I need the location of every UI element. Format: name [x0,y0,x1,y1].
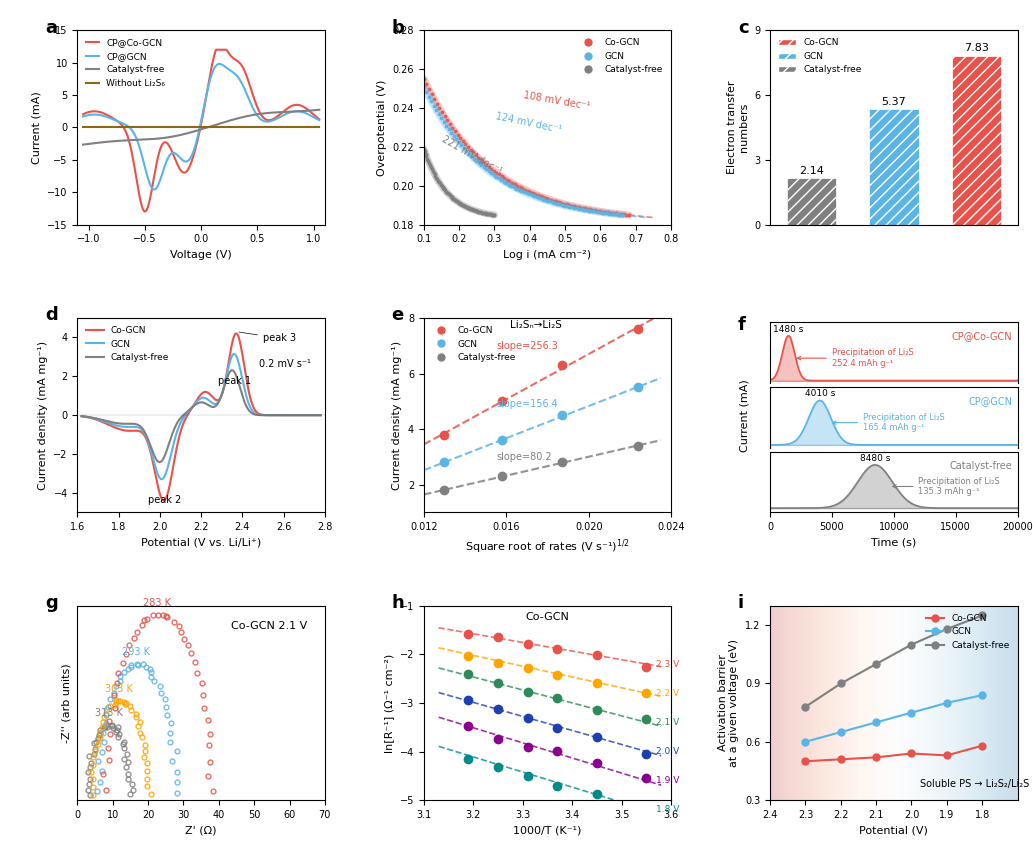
Text: 2.3 V: 2.3 V [656,659,680,669]
Catalyst-free [870,659,882,670]
Text: e: e [392,306,404,324]
X-axis label: Voltage (V): Voltage (V) [170,250,232,260]
Text: 313 K: 313 K [94,708,122,719]
Co-GCN [835,754,847,765]
Text: f: f [738,317,746,334]
Text: Soluble PS → Li₂S₂/Li₂S: Soluble PS → Li₂S₂/Li₂S [920,778,1030,789]
Text: c: c [738,19,749,36]
Text: slope=256.3: slope=256.3 [496,341,558,350]
Y-axis label: Current (mA): Current (mA) [32,91,41,163]
Text: 5.37: 5.37 [881,97,906,106]
Bar [951,55,1001,225]
Text: b: b [392,19,405,36]
Text: g: g [45,594,58,612]
GCN [976,690,989,701]
Catalyst-free [976,610,989,620]
Text: peak 2: peak 2 [148,495,181,504]
Text: 221 mV dec⁻¹: 221 mV dec⁻¹ [440,134,503,176]
Y-axis label: Current density (mA mg⁻¹): Current density (mA mg⁻¹) [38,341,48,490]
Y-axis label: Activation barrier
at a given voltage (eV): Activation barrier at a given voltage (e… [718,639,740,767]
Text: CP@Co-GCN: CP@Co-GCN [952,331,1012,342]
Legend: Co-GCN, GCN, Catalyst-free: Co-GCN, GCN, Catalyst-free [429,323,520,366]
Legend: Co-GCN, GCN, Catalyst-free: Co-GCN, GCN, Catalyst-free [82,323,173,366]
Line: GCN: GCN [802,692,985,746]
Catalyst-free [835,678,847,689]
Text: 2.14: 2.14 [799,166,823,176]
GCN [870,717,882,727]
Text: 4010 s: 4010 s [805,389,835,398]
Co-GCN [800,756,812,766]
Y-axis label: ln[R⁻¹] (Ω⁻¹ cm⁻²): ln[R⁻¹] (Ω⁻¹ cm⁻²) [384,653,395,753]
Text: 8480 s: 8480 s [859,454,890,463]
Text: CP@GCN: CP@GCN [969,396,1012,407]
X-axis label: 1000/T (K⁻¹): 1000/T (K⁻¹) [513,825,582,836]
Catalyst-free [905,639,917,650]
Catalyst-free [800,702,812,712]
Text: Catalyst-free: Catalyst-free [949,461,1012,471]
GCN [905,708,917,718]
Text: slope=80.2: slope=80.2 [496,452,552,462]
Text: 7.83: 7.83 [964,43,989,54]
Text: 283 K: 283 K [143,598,170,607]
Line: Co-GCN: Co-GCN [802,742,985,765]
GCN [800,737,812,747]
Text: 124 mV dec⁻¹: 124 mV dec⁻¹ [495,112,562,135]
Legend: Co-GCN, GCN, Catalyst-free: Co-GCN, GCN, Catalyst-free [775,35,866,78]
Co-GCN [941,750,953,760]
Legend: Co-GCN, GCN, Catalyst-free: Co-GCN, GCN, Catalyst-free [922,610,1013,653]
Y-axis label: Overpotential (V): Overpotential (V) [377,80,387,176]
Text: i: i [738,594,744,612]
Co-GCN [870,753,882,763]
Text: Co-GCN: Co-GCN [526,612,569,622]
Co-GCN [976,740,989,751]
Text: 1.9 V: 1.9 V [656,776,680,785]
X-axis label: Time (s): Time (s) [871,538,916,548]
X-axis label: Z' (Ω): Z' (Ω) [185,825,217,836]
Y-axis label: Current density (mA mg⁻¹): Current density (mA mg⁻¹) [393,341,402,490]
Text: d: d [45,306,58,324]
Line: Catalyst-free: Catalyst-free [802,612,985,710]
Text: 303 K: 303 K [104,684,132,694]
GCN [941,698,953,708]
Text: Precipitation of Li₂S
165.4 mAh g⁻¹: Precipitation of Li₂S 165.4 mAh g⁻¹ [833,413,945,432]
Y-axis label: -Z'' (arb units): -Z'' (arb units) [62,663,72,743]
Text: Current (mA): Current (mA) [740,379,749,452]
X-axis label: Potential (V): Potential (V) [859,825,929,836]
Text: peak 3: peak 3 [239,332,296,343]
Text: 2.1 V: 2.1 V [656,718,680,727]
Text: Li₂Sₙ→Li₂S: Li₂Sₙ→Li₂S [510,320,562,330]
Catalyst-free [941,624,953,634]
Bar [786,178,836,225]
Text: h: h [392,594,404,612]
Text: 108 mV dec⁻¹: 108 mV dec⁻¹ [523,91,591,112]
X-axis label: Log i (mA cm⁻²): Log i (mA cm⁻²) [503,250,592,260]
Text: slope=156.4: slope=156.4 [496,399,558,409]
Text: Precipitation of Li₂S
252.4 mAh g⁻¹: Precipitation of Li₂S 252.4 mAh g⁻¹ [797,349,913,368]
X-axis label: Square root of rates (V s⁻¹)$^{1/2}$: Square root of rates (V s⁻¹)$^{1/2}$ [465,538,630,556]
Text: peak 1: peak 1 [218,376,251,386]
Text: Co-GCN 2.1 V: Co-GCN 2.1 V [230,621,307,631]
Text: 293 K: 293 K [122,647,150,657]
Legend: Co-GCN, GCN, Catalyst-free: Co-GCN, GCN, Catalyst-free [575,35,666,78]
Text: 0.2 mV s⁻¹: 0.2 mV s⁻¹ [259,359,311,368]
GCN [835,727,847,737]
Co-GCN [905,748,917,759]
Legend: CP@Co-GCN, CP@GCN, Catalyst-free, Without Li₂S₆: CP@Co-GCN, CP@GCN, Catalyst-free, Withou… [82,35,169,92]
Text: Precipitation of Li₂S
135.3 mAh g⁻¹: Precipitation of Li₂S 135.3 mAh g⁻¹ [893,477,1000,497]
Text: a: a [45,19,57,36]
Text: 2.0 V: 2.0 V [656,747,680,756]
Bar [869,109,918,225]
X-axis label: Potential (V vs. Li/Li⁺): Potential (V vs. Li/Li⁺) [142,538,261,548]
Text: 1480 s: 1480 s [774,324,804,334]
Text: 2.2 V: 2.2 V [656,689,680,698]
Text: 1.8 V: 1.8 V [656,805,680,814]
Y-axis label: Electron transfer
numbers: Electron transfer numbers [727,80,749,174]
